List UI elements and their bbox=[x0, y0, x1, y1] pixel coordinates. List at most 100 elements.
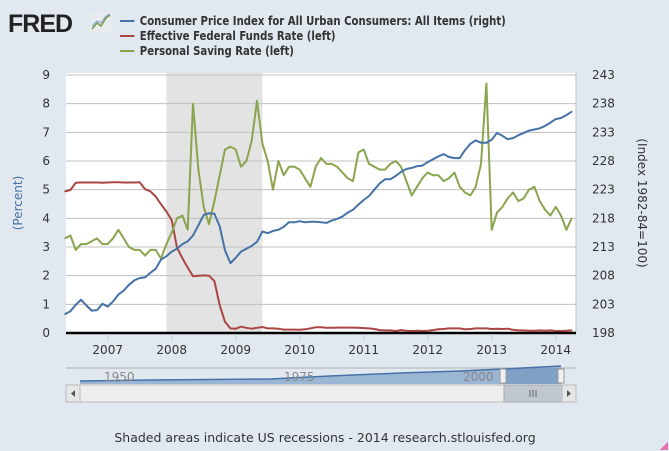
data-point bbox=[437, 155, 440, 158]
navigator-label: 1975 bbox=[284, 370, 315, 384]
data-point bbox=[533, 186, 536, 188]
data-point bbox=[490, 229, 493, 231]
data-point bbox=[170, 219, 173, 221]
data-point bbox=[192, 234, 194, 237]
data-point bbox=[533, 329, 536, 332]
data-point bbox=[144, 188, 146, 190]
data-point bbox=[288, 221, 290, 224]
resize-handle-icon[interactable] bbox=[660, 442, 668, 450]
data-point bbox=[554, 330, 557, 332]
y-tick-right: 213 bbox=[592, 240, 615, 254]
data-point bbox=[453, 171, 456, 174]
data-point bbox=[538, 127, 541, 130]
data-point bbox=[458, 157, 461, 159]
data-point bbox=[85, 181, 88, 184]
x-tick-label: 2009 bbox=[220, 343, 251, 357]
legend-item-saving[interactable]: Personal Saving Rate (left) bbox=[120, 43, 506, 58]
data-point bbox=[442, 153, 445, 155]
data-point bbox=[69, 234, 72, 237]
data-point bbox=[176, 217, 178, 220]
data-point bbox=[560, 117, 562, 119]
data-point bbox=[234, 257, 237, 259]
data-point bbox=[432, 158, 434, 161]
data-point bbox=[362, 148, 365, 151]
data-point bbox=[320, 221, 322, 224]
data-point bbox=[218, 304, 221, 306]
y-tick-right: 203 bbox=[592, 297, 615, 311]
fred-logo[interactable]: FRED bbox=[8, 10, 73, 38]
legend-item-fedfunds[interactable]: Effective Federal Funds Rate (left) bbox=[120, 28, 506, 43]
data-point bbox=[560, 214, 562, 217]
data-point bbox=[101, 302, 104, 305]
data-point bbox=[368, 327, 370, 330]
data-point bbox=[538, 200, 541, 202]
data-point bbox=[309, 220, 312, 223]
data-point bbox=[421, 330, 424, 332]
data-point bbox=[144, 254, 146, 257]
data-point bbox=[394, 330, 397, 332]
data-point bbox=[272, 327, 274, 330]
data-point bbox=[464, 191, 466, 194]
navigator-selected-range[interactable] bbox=[503, 368, 561, 384]
data-point bbox=[544, 208, 546, 211]
data-point bbox=[245, 160, 248, 162]
data-point bbox=[149, 190, 152, 193]
navigator-label: 2000 bbox=[463, 370, 494, 384]
data-point bbox=[80, 298, 82, 301]
data-point bbox=[234, 148, 237, 151]
data-point bbox=[453, 327, 456, 330]
data-point bbox=[405, 168, 408, 170]
arrow-right-icon bbox=[567, 390, 571, 397]
data-point bbox=[400, 329, 402, 331]
data-point bbox=[133, 181, 136, 184]
data-point bbox=[266, 160, 269, 162]
data-point bbox=[352, 208, 354, 211]
data-point bbox=[373, 188, 376, 191]
data-point bbox=[122, 289, 125, 292]
data-point bbox=[80, 181, 82, 184]
data-point bbox=[314, 220, 317, 223]
data-point bbox=[480, 163, 482, 165]
legend-item-cpi[interactable]: Consumer Price Index for All Urban Consu… bbox=[120, 13, 506, 28]
navigator-left-handle[interactable] bbox=[499, 368, 507, 384]
data-point bbox=[426, 161, 429, 163]
data-point bbox=[437, 328, 440, 331]
data-point bbox=[293, 221, 296, 224]
data-point bbox=[250, 140, 253, 142]
y-axis-right-label: (Index 1982-84=100) bbox=[635, 138, 649, 267]
navigator[interactable]: 1950 1975 2000 bbox=[66, 365, 576, 384]
data-point bbox=[309, 186, 312, 188]
data-point bbox=[277, 229, 280, 231]
data-point bbox=[501, 328, 504, 330]
data-point bbox=[160, 258, 162, 261]
scrollbar[interactable] bbox=[65, 384, 577, 403]
data-point bbox=[229, 262, 232, 264]
arrow-left-icon bbox=[71, 390, 75, 397]
data-point bbox=[282, 174, 285, 177]
data-point bbox=[106, 243, 109, 245]
data-point bbox=[133, 279, 136, 282]
data-point bbox=[181, 243, 184, 245]
data-point bbox=[384, 178, 386, 181]
data-point bbox=[106, 181, 109, 184]
x-tick-label: 2012 bbox=[412, 343, 443, 357]
data-point bbox=[549, 329, 552, 332]
y-tick-left: 3 bbox=[42, 240, 50, 254]
data-point bbox=[485, 141, 488, 144]
y-tick-left: 2 bbox=[42, 269, 50, 283]
data-point bbox=[448, 327, 450, 330]
data-point bbox=[400, 165, 402, 168]
data-point bbox=[458, 327, 461, 330]
scrollbar-track[interactable] bbox=[65, 384, 577, 403]
y-tick-left: 9 bbox=[42, 68, 50, 82]
data-point bbox=[533, 128, 536, 131]
data-point bbox=[549, 121, 552, 124]
data-point bbox=[304, 221, 306, 224]
data-point bbox=[213, 212, 216, 215]
data-point bbox=[250, 245, 253, 247]
data-point bbox=[330, 219, 333, 222]
data-point bbox=[490, 138, 493, 141]
data-point bbox=[250, 327, 253, 330]
data-point bbox=[202, 206, 205, 208]
navigator-right-handle[interactable] bbox=[557, 368, 565, 384]
